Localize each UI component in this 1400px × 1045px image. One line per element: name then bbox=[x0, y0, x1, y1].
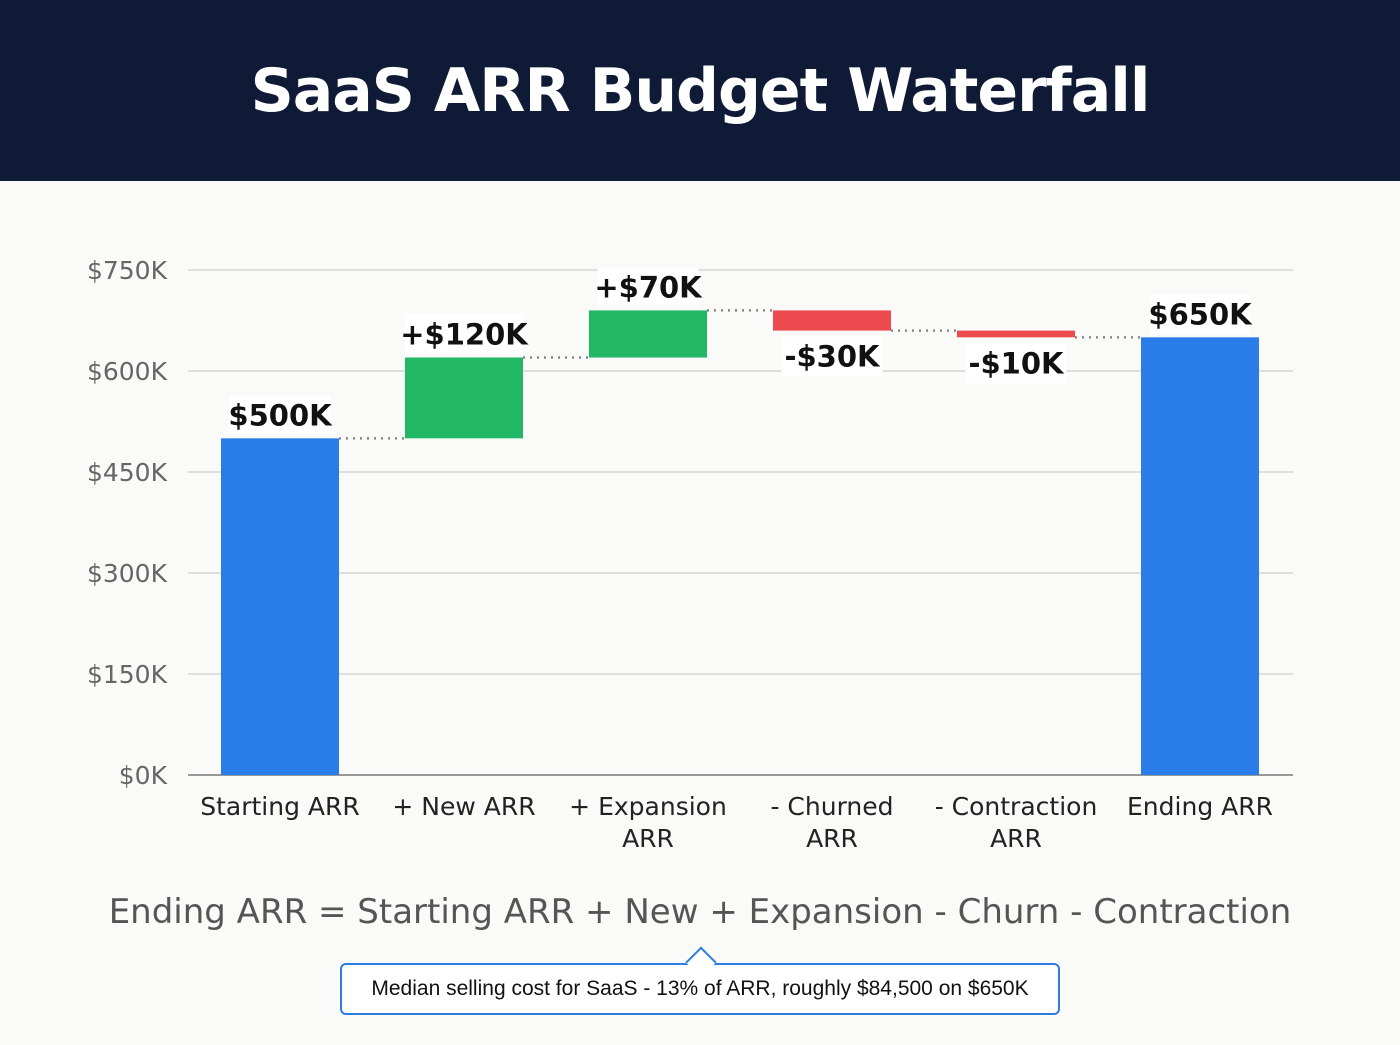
data-label-background bbox=[405, 314, 523, 355]
y-tick-label: $150K bbox=[87, 660, 168, 689]
callout-pointer bbox=[685, 946, 717, 978]
bar-total bbox=[221, 438, 339, 775]
data-label-background bbox=[965, 343, 1067, 384]
y-tick-label: $750K bbox=[87, 256, 168, 285]
data-label-background bbox=[781, 336, 883, 377]
title-banner: SaaS ARR Budget Waterfall bbox=[0, 0, 1400, 181]
data-label-background bbox=[1149, 294, 1251, 335]
bar-increase bbox=[405, 357, 523, 439]
formula-text: Ending ARR = Starting ARR + New + Expans… bbox=[108, 892, 1292, 932]
y-tick-label: $450K bbox=[87, 458, 168, 487]
callout-text: Median selling cost for SaaS - 13% of AR… bbox=[371, 977, 1029, 1000]
data-label: +$70K bbox=[594, 270, 703, 304]
waterfall-chart: $0K $150K $300K $450K $600K $750K $500K Startin… bbox=[87, 256, 1293, 853]
data-label-background bbox=[229, 395, 331, 436]
bar-increase bbox=[589, 310, 707, 358]
x-tick-label: Ending ARR bbox=[1127, 792, 1273, 821]
data-label: +$120K bbox=[400, 318, 529, 352]
x-tick-label: - Contraction bbox=[935, 792, 1098, 821]
x-tick-label: - Churned bbox=[770, 792, 893, 821]
bar-decrease bbox=[773, 310, 891, 331]
x-tick-label: + New ARR bbox=[392, 792, 535, 821]
data-label: -$10K bbox=[968, 346, 1065, 380]
x-tick-label: ARR bbox=[622, 824, 674, 853]
y-tick-label: $600K bbox=[87, 357, 168, 386]
bar-decrease bbox=[957, 330, 1075, 338]
bar-total bbox=[1141, 337, 1259, 775]
chart-title: SaaS ARR Budget Waterfall bbox=[250, 55, 1151, 126]
x-tick-label: Starting ARR bbox=[200, 792, 360, 821]
callout-box: Median selling cost for SaaS - 13% of AR… bbox=[340, 946, 1060, 1015]
x-tick-label: ARR bbox=[806, 824, 858, 853]
y-tick-label: $0K bbox=[119, 761, 168, 790]
y-tick-label: $300K bbox=[87, 559, 168, 588]
data-label: -$30K bbox=[784, 340, 881, 374]
x-tick-label: ARR bbox=[990, 824, 1042, 853]
x-tick-label: + Expansion bbox=[569, 792, 727, 821]
data-label: $500K bbox=[228, 398, 333, 432]
data-label-background bbox=[597, 267, 699, 308]
data-label: $650K bbox=[1148, 297, 1253, 331]
